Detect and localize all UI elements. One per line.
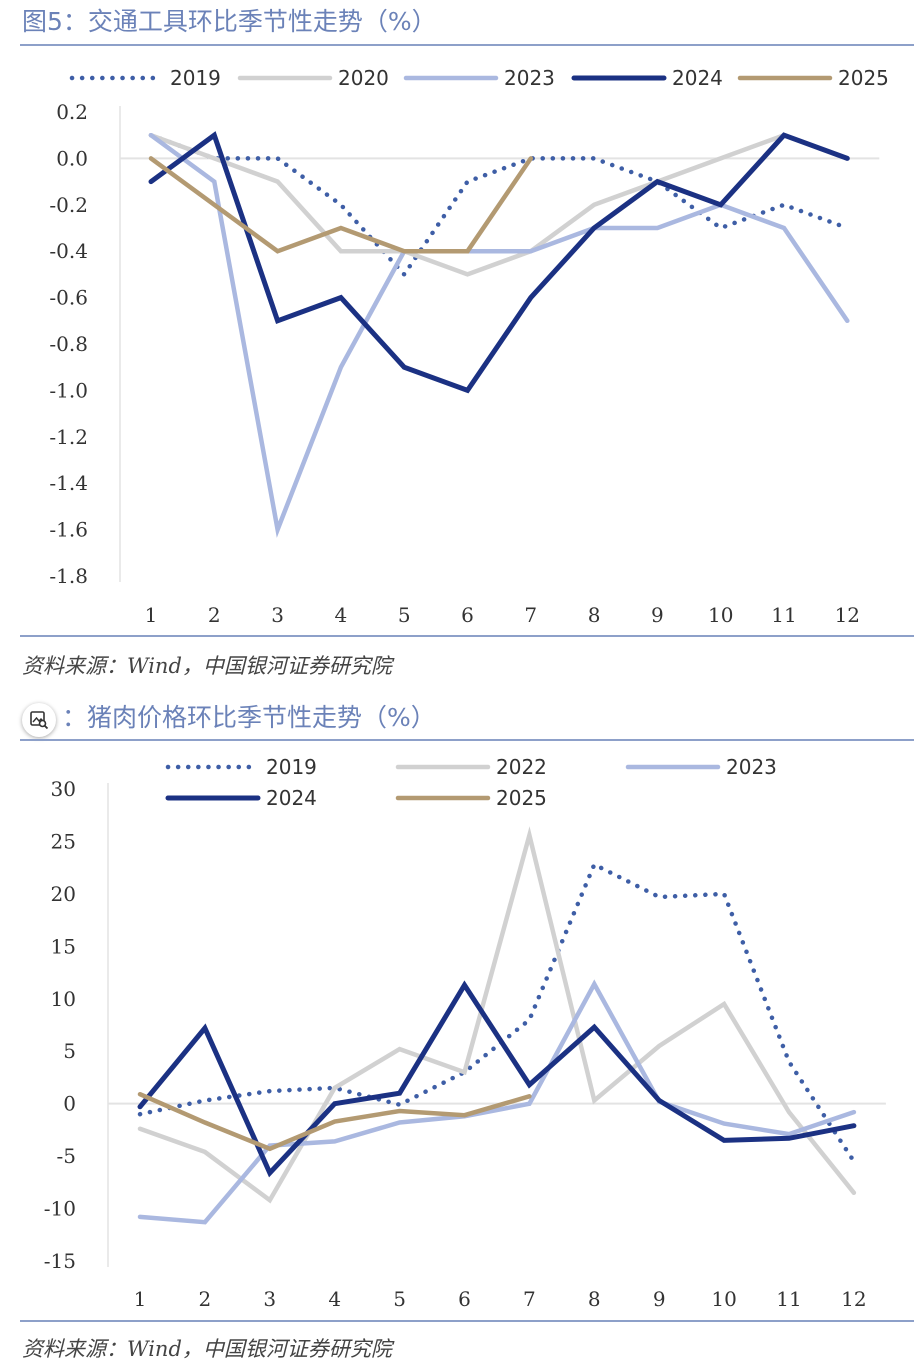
chart1-axes: 0.2 0.0 -0.2 -0.4 -0.6 -0.8 -1.0 -1.2 -1.4 -1.6 -1…: [49, 100, 880, 627]
x-tick-label: 2: [208, 603, 221, 627]
y-tick-label: 25: [51, 829, 76, 853]
x-tick-label: 9: [653, 1287, 666, 1311]
series-line-2025: [148, 156, 534, 254]
x-tick-label: 5: [393, 1287, 406, 1311]
series-line-2019: [137, 861, 857, 1164]
x-tick-label: 11: [771, 603, 796, 627]
legend-label-2019: 2019: [170, 66, 221, 90]
x-tick-label: 4: [335, 603, 348, 627]
image-search-icon[interactable]: [22, 703, 56, 737]
x-tick-label: 6: [458, 1287, 471, 1311]
legend-label-2019: 2019: [266, 755, 317, 779]
x-tick-label: 10: [708, 603, 733, 627]
y-tick-label: -1.6: [49, 518, 88, 542]
x-tick-label: 1: [134, 1287, 147, 1311]
figure2-source: 资料来源：Wind，中国银河证券研究院: [22, 1337, 392, 1361]
y-tick-label: -15: [44, 1249, 76, 1273]
x-tick-label: 3: [263, 1287, 276, 1311]
legend-label-2023: 2023: [504, 66, 555, 90]
x-tick-label: 9: [651, 603, 664, 627]
y-tick-label: 0.2: [56, 100, 88, 124]
y-tick-label: -1.4: [49, 471, 88, 495]
series-line-2020: [148, 132, 787, 277]
x-tick-label: 11: [776, 1287, 801, 1311]
chart1-series: [148, 131, 850, 538]
series-line-2024: [137, 980, 857, 1178]
legend-label-2025: 2025: [838, 66, 889, 90]
x-tick-label: 12: [835, 603, 860, 627]
y-tick-label: 5: [63, 1039, 76, 1063]
x-tick-label: 3: [271, 603, 284, 627]
series-line-2024: [148, 131, 850, 394]
x-tick-label: 6: [461, 603, 474, 627]
y-tick-label: -5: [57, 1144, 76, 1168]
series-line-2025: [137, 1091, 532, 1152]
chart2-series: [137, 826, 857, 1225]
legend-label-2025: 2025: [496, 786, 547, 810]
y-tick-label: -0.4: [49, 239, 88, 263]
series-line-2019: [148, 132, 850, 279]
series-line-2023: [148, 132, 850, 538]
y-tick-label: 30: [51, 777, 76, 801]
y-tick-label: -0.2: [49, 193, 88, 217]
series-line-2023: [137, 979, 857, 1225]
figure1-bottom-rule: [20, 635, 914, 637]
y-tick-label: -1.8: [49, 564, 88, 588]
y-tick-label: -1.0: [49, 378, 88, 402]
y-tick-label: 10: [51, 987, 76, 1011]
figure1-top-rule: [20, 44, 914, 46]
legend-label-2023: 2023: [726, 755, 777, 779]
x-tick-label: 8: [588, 1287, 601, 1311]
figure2-top-rule: [20, 739, 914, 741]
x-tick-label: 7: [523, 1287, 536, 1311]
x-tick-label: 5: [398, 603, 411, 627]
x-tick-label: 2: [199, 1287, 212, 1311]
legend-label-2020: 2020: [338, 66, 389, 90]
x-tick-label: 10: [711, 1287, 736, 1311]
x-tick-label: 7: [524, 603, 537, 627]
chart2-legend: 2019 2022 2023 2024 2025: [165, 755, 777, 810]
y-tick-label: -10: [44, 1197, 76, 1221]
legend-label-2022: 2022: [496, 755, 547, 779]
chart1-legend: 2019 2020 2023 2024 2025: [69, 66, 889, 90]
figure2-bottom-rule: [20, 1320, 914, 1322]
y-tick-label: -0.8: [49, 332, 88, 356]
series-line-2022: [137, 826, 857, 1204]
x-tick-label: 8: [588, 603, 601, 627]
figure2-title: ：猪肉价格环比季节性走势（%）: [62, 703, 436, 732]
y-tick-label: -0.6: [49, 286, 88, 310]
y-tick-label: 20: [51, 882, 76, 906]
y-tick-label: 15: [51, 934, 76, 958]
legend-label-2024: 2024: [266, 786, 317, 810]
y-tick-label: -1.2: [49, 425, 88, 449]
chart-transport-seasonality: 2019 2020 2023 2024 2025 0.2 0.0 -0.2 -0.4 -0.6 -…: [49, 66, 889, 627]
figure1-title: 图5：交通工具环比季节性走势（%）: [22, 7, 437, 36]
y-tick-label: 0.0: [56, 146, 88, 170]
legend-label-2024: 2024: [672, 66, 723, 90]
x-tick-label: 1: [145, 603, 158, 627]
figure1-source: 资料来源：Wind，中国银河证券研究院: [22, 654, 392, 678]
x-tick-label: 12: [841, 1287, 866, 1311]
y-tick-label: 0: [63, 1092, 76, 1116]
x-tick-label: 4: [328, 1287, 341, 1311]
